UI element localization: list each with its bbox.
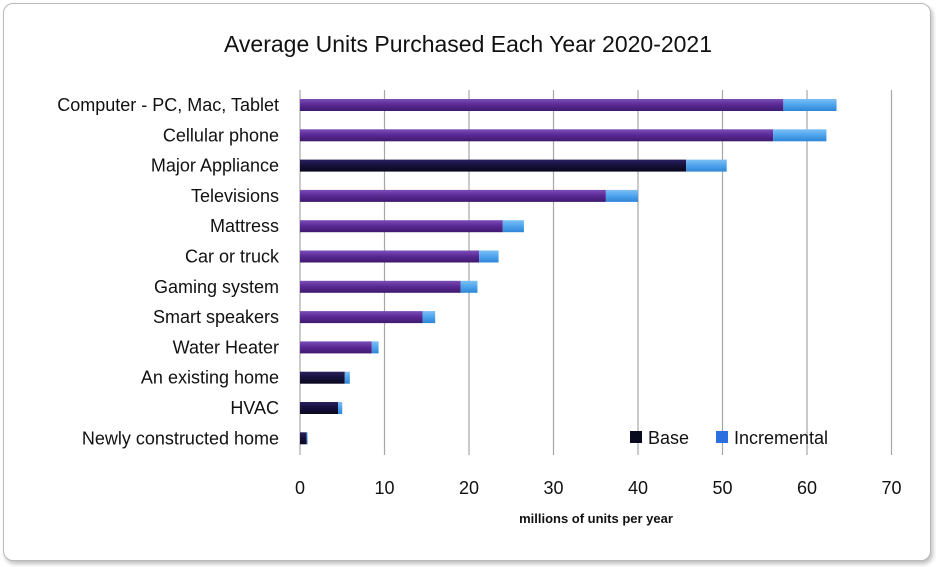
category-label: Smart speakers bbox=[153, 307, 279, 327]
legend-label-base: Base bbox=[648, 428, 689, 448]
bar-base bbox=[300, 341, 372, 354]
bar-base bbox=[300, 189, 606, 202]
x-tick-label: 40 bbox=[628, 478, 648, 498]
bar-incremental bbox=[338, 402, 343, 414]
bar-incremental bbox=[783, 99, 837, 111]
legend: Base Incremental bbox=[630, 428, 828, 448]
category-label: Car or truck bbox=[185, 247, 280, 267]
category-label: Newly constructed home bbox=[82, 428, 279, 448]
x-tick-label: 10 bbox=[374, 478, 394, 498]
x-tick-labels: 0 10 20 30 40 50 60 70 bbox=[295, 478, 902, 498]
x-tick-label: 70 bbox=[881, 478, 901, 498]
gridlines bbox=[299, 90, 893, 455]
category-label: Major Appliance bbox=[151, 156, 279, 176]
bar-incremental bbox=[479, 250, 499, 263]
bar-incremental bbox=[371, 341, 379, 354]
category-label: Cellular phone bbox=[163, 125, 279, 145]
x-tick-label: 20 bbox=[459, 478, 479, 498]
category-label: Televisions bbox=[191, 186, 279, 206]
category-labels: Computer - PC, Mac, Tablet Cellular phone… bbox=[57, 95, 280, 448]
category-label: An existing home bbox=[141, 368, 279, 388]
x-axis-label: millions of units per year bbox=[519, 511, 673, 526]
bar-base bbox=[300, 402, 339, 414]
bar-incremental bbox=[773, 129, 827, 142]
x-tick-label: 0 bbox=[295, 478, 305, 498]
bar-incremental bbox=[344, 371, 350, 384]
category-label: Mattress bbox=[210, 216, 279, 236]
category-label: Water Heater bbox=[173, 337, 279, 357]
bar-incremental bbox=[422, 311, 436, 324]
category-label: Gaming system bbox=[154, 277, 279, 297]
bar-incremental bbox=[605, 189, 638, 202]
bar-incremental bbox=[306, 432, 308, 445]
bar-base bbox=[300, 129, 774, 142]
bar-base bbox=[300, 311, 423, 324]
bar-base bbox=[300, 432, 307, 445]
bar-base bbox=[300, 220, 503, 233]
bars-group bbox=[300, 99, 837, 445]
bar-base bbox=[300, 250, 480, 263]
chart-title: Average Units Purchased Each Year 2020-2… bbox=[224, 31, 712, 57]
legend-label-incremental: Incremental bbox=[734, 428, 828, 448]
bar-base bbox=[300, 159, 687, 172]
x-tick-label: 30 bbox=[543, 478, 563, 498]
bar-incremental bbox=[686, 159, 727, 172]
bar-base bbox=[300, 371, 345, 384]
category-label: HVAC bbox=[230, 398, 279, 418]
bar-incremental bbox=[460, 280, 478, 293]
legend-swatch-incremental bbox=[716, 431, 728, 443]
bar-incremental bbox=[502, 220, 524, 233]
legend-swatch-base bbox=[630, 431, 642, 443]
x-tick-label: 60 bbox=[797, 478, 817, 498]
bar-base bbox=[300, 99, 784, 111]
x-tick-label: 50 bbox=[712, 478, 732, 498]
bar-base bbox=[300, 280, 461, 293]
category-label: Computer - PC, Mac, Tablet bbox=[57, 95, 279, 115]
